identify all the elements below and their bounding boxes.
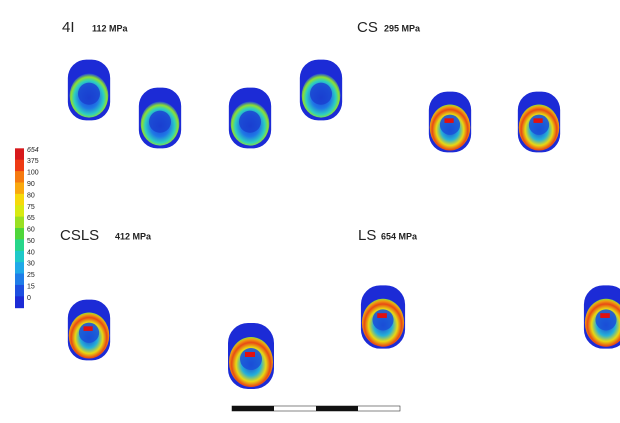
colorbar-label: 25	[27, 272, 35, 279]
colorbar-segment	[15, 228, 24, 240]
colorbar-segment	[15, 251, 24, 263]
colorbar-segment	[15, 194, 24, 206]
colorbar-label: 654	[27, 147, 39, 154]
colorbar-label: 65	[27, 215, 35, 222]
colorbar-segment	[15, 148, 24, 160]
colorbar-label: 60	[27, 227, 35, 234]
colorbar-label: 0	[27, 295, 31, 302]
colorbar-label: 40	[27, 249, 35, 256]
colorbar-segment	[15, 205, 24, 217]
colorbar-label: 75	[27, 204, 35, 211]
colorbar-label: 375	[27, 158, 39, 165]
panel-stress: 412 MPa	[115, 231, 152, 241]
colorbar-segment	[15, 171, 24, 183]
colorbar-segment	[15, 217, 24, 229]
panel-stress: 112 MPa	[92, 23, 129, 33]
scale-bar	[232, 406, 400, 411]
panel-stress: 654 MPa	[381, 231, 418, 241]
colorbar-segment	[15, 274, 24, 286]
colorbar-label: 80	[27, 192, 35, 199]
colorbar-segment	[15, 285, 24, 297]
colorbar-segment	[15, 160, 24, 172]
implant-models	[68, 60, 620, 389]
colorbar-segment	[15, 296, 24, 308]
panel-label: 4I	[62, 19, 75, 36]
colorbar-label: 50	[27, 238, 35, 245]
colorbar-label: 90	[27, 181, 35, 188]
panel-label: CSLS	[60, 227, 99, 244]
colorbar-label: 100	[27, 170, 39, 177]
colorbar-label: 15	[27, 283, 35, 290]
colorbar: 654 375 100 90 80 75 65 60 50 40 30 25 15 0	[15, 147, 39, 308]
colorbar-segment	[15, 239, 24, 251]
colorbar-segment	[15, 182, 24, 194]
panel-label: CS	[357, 19, 378, 36]
figure: 4I 112 MPa CS 295 MPa CSLS 412 MPa LS 65…	[0, 0, 620, 418]
panel-stress: 295 MPa	[384, 23, 421, 33]
colorbar-label: 30	[27, 261, 35, 268]
panel-label: LS	[358, 227, 376, 244]
colorbar-segment	[15, 262, 24, 274]
